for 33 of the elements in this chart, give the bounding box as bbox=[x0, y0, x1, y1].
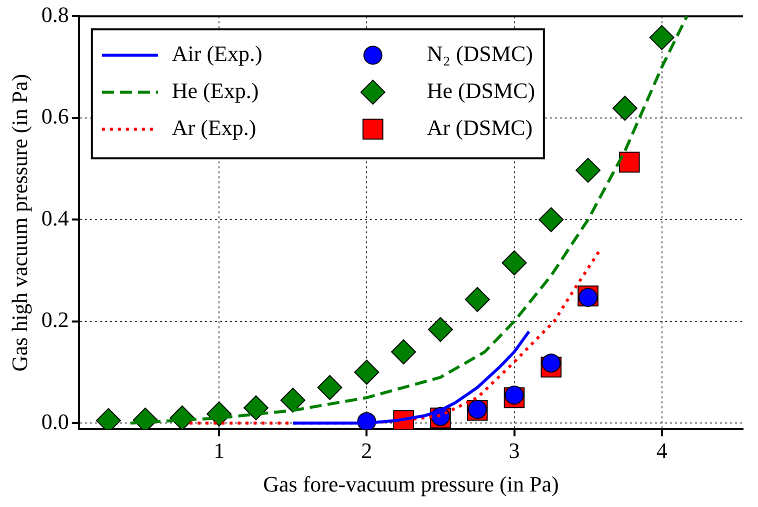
point bbox=[538, 207, 564, 232]
y-tick-label: 0.2 bbox=[41, 307, 69, 332]
point bbox=[354, 360, 380, 385]
legend-label: Ar (Exp.) bbox=[172, 114, 256, 140]
point bbox=[649, 25, 674, 50]
point bbox=[612, 96, 638, 121]
point bbox=[618, 152, 640, 173]
y-tick-label: 0.6 bbox=[41, 104, 69, 129]
point bbox=[243, 395, 268, 420]
legend-label: N₂ (DSMC) bbox=[426, 40, 533, 66]
x-tick-label: 2 bbox=[361, 438, 372, 464]
x-axis-title: Gas fore-vacuum pressure (in Pa) bbox=[263, 472, 559, 497]
x-tick-label: 3 bbox=[508, 438, 520, 464]
point bbox=[504, 386, 524, 405]
point bbox=[428, 317, 453, 342]
x-tick-label: 4 bbox=[656, 438, 668, 464]
point bbox=[502, 250, 527, 276]
point bbox=[542, 354, 561, 373]
y-tick-label: 0.4 bbox=[41, 205, 69, 230]
y-axis-title: Gas high vacuum pressure (in Pa) bbox=[6, 74, 32, 372]
line-series bbox=[129, 16, 688, 425]
x-tick-label: 1 bbox=[214, 438, 225, 464]
legend-label: He (DSMC) bbox=[426, 78, 536, 103]
point bbox=[317, 374, 342, 400]
legend-label: He (Exp.) bbox=[172, 78, 259, 103]
y-tick-label: 0.8 bbox=[41, 2, 69, 27]
legend-label: Air (Exp.) bbox=[172, 40, 262, 66]
point bbox=[576, 158, 601, 183]
point bbox=[280, 388, 306, 413]
legend-label: Ar (DSMC) bbox=[426, 114, 533, 140]
y-tick-label: 0.0 bbox=[41, 408, 69, 434]
point bbox=[391, 339, 416, 364]
point bbox=[464, 287, 490, 312]
